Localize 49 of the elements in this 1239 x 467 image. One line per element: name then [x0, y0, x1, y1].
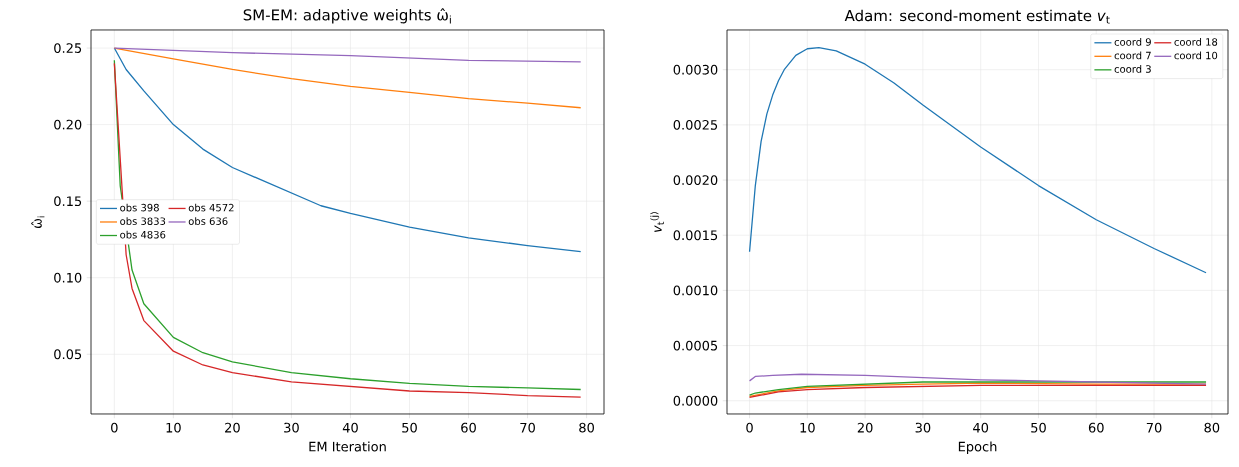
- x-tick-label: 60: [461, 422, 476, 433]
- x-tick-label: 40: [973, 422, 989, 433]
- x-tick-label: 20: [225, 422, 240, 433]
- x-tick-label: 20: [857, 422, 873, 433]
- legend-label: coord 9: [1114, 38, 1151, 46]
- x-tick-label: 80: [579, 422, 594, 433]
- legend-label: coord 18: [1174, 38, 1218, 46]
- y-tick-label: 0.15: [54, 196, 82, 207]
- y-tick-label: 0.0010: [673, 285, 718, 296]
- x-tick-label: 50: [402, 422, 417, 433]
- y-axis-title: ω̂$_{i}$: [31, 216, 45, 229]
- x-tick-label: 0: [746, 422, 753, 433]
- y-tick-label: 0.10: [54, 272, 82, 283]
- x-tick-label: 60: [1088, 422, 1104, 433]
- legend-label: obs 4836: [120, 230, 166, 239]
- x-tick-label: 80: [1204, 422, 1220, 433]
- y-tick-label: 0.0015: [673, 230, 718, 241]
- x-tick-label: 10: [166, 422, 181, 433]
- line-series: [113, 47, 582, 63]
- x-tick-label: 40: [342, 422, 358, 433]
- x-tick-label: 70: [1146, 422, 1162, 433]
- y-tick-label: 0.0000: [673, 395, 718, 406]
- y-tick-label: 0.0020: [673, 175, 718, 185]
- y-tick-label: 0.05: [54, 349, 82, 360]
- chart-title: Adam: second-moment estimate v$_{t}$: [844, 9, 1110, 24]
- y-tick-label: 0.0005: [673, 340, 718, 351]
- x-tick-label: 70: [520, 422, 535, 433]
- legend-label: coord 3: [1114, 65, 1151, 73]
- legend-label: obs 398: [120, 203, 159, 212]
- legend-label: obs 636: [188, 217, 228, 225]
- x-tick-label: 10: [800, 422, 815, 433]
- legend-label: obs 3833: [120, 217, 166, 225]
- x-tick-label: 30: [915, 422, 931, 433]
- x-tick-label: 50: [1031, 422, 1046, 433]
- chart-title: SM-EM: adaptive weights ω̂$_{i}$: [243, 8, 451, 24]
- y-axis-title: v$_{t}$(j): [650, 212, 664, 233]
- y-tick-label: 0.0025: [673, 119, 718, 130]
- x-axis-title: EM Iteration: [309, 441, 386, 452]
- legend-label: obs 4572: [188, 203, 234, 212]
- legend-label: coord 7: [1114, 51, 1151, 60]
- y-tick-label: 0.0030: [673, 64, 718, 75]
- x-tick-label: 0: [111, 422, 118, 433]
- legend-label: coord 10: [1174, 51, 1218, 60]
- x-tick-label: 30: [284, 422, 299, 433]
- line-series: [113, 47, 582, 253]
- line-series: [748, 46, 1207, 274]
- y-tick-label: 0.25: [54, 43, 82, 53]
- x-axis-title: Epoch: [958, 441, 997, 455]
- y-tick-label: 0.20: [54, 119, 82, 130]
